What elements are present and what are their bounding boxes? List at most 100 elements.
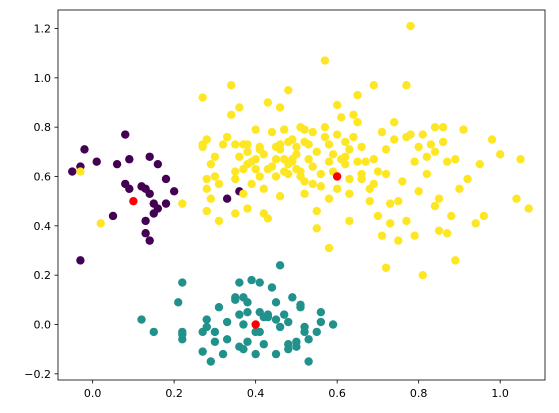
data-point [451,256,460,265]
data-point [243,298,252,307]
data-point [263,214,273,223]
data-point [108,211,118,221]
y-tick-label: 1.2 [34,23,52,36]
data-point [231,174,240,184]
data-point [345,189,354,198]
data-point [426,140,436,149]
data-point [145,152,154,161]
data-point [434,226,444,235]
data-point [304,155,313,164]
data-point [312,206,321,216]
data-point [332,184,342,194]
data-point [418,270,427,280]
data-point [369,179,379,189]
data-point [312,327,321,337]
x-axis: 0.0 0.2 0.4 0.6 0.8 1.0 [84,380,509,400]
data-point [255,172,264,181]
data-point [381,169,391,179]
data-point [332,130,342,139]
data-point [328,320,338,329]
data-point [288,135,297,144]
data-point [381,145,391,154]
data-point [243,140,252,149]
data-point [357,142,366,152]
centroid-point [332,172,342,181]
data-point [239,320,248,329]
data-point [125,184,134,194]
data-point [442,229,452,238]
data-point [271,349,281,359]
data-point [300,125,309,134]
data-point [251,155,260,164]
y-tick-label: 0.2 [34,269,52,282]
data-point [365,196,374,206]
data-point [239,189,248,198]
data-point [198,93,207,102]
data-point [414,187,423,196]
data-point [373,167,383,176]
data-point [267,283,277,292]
data-point [235,152,244,161]
data-point [178,199,187,208]
y-axis: −0.2 0.0 0.2 0.4 0.6 0.8 1.0 1.2 [24,23,58,381]
data-point [137,315,146,324]
data-point [324,243,334,253]
data-point [222,317,232,327]
data-point [206,357,216,366]
data-point [337,113,346,122]
data-point [304,357,313,366]
data-point [345,216,354,226]
data-point [381,263,391,272]
data-point [312,224,321,233]
data-point [141,229,150,238]
data-point [210,172,220,181]
data-point [292,142,301,152]
data-point [206,159,216,169]
data-point [308,127,317,137]
data-point [198,142,207,152]
data-point [202,184,211,194]
data-point [349,110,358,120]
data-point [214,179,224,189]
data-point [438,122,448,132]
data-point [202,206,211,216]
y-tick-label: 0.8 [34,121,52,134]
data-point [202,135,211,144]
data-point [304,335,313,344]
data-point [422,152,432,161]
data-point [316,182,326,191]
data-point [251,349,260,359]
data-point [231,140,240,149]
data-point [402,81,411,90]
data-point [341,152,350,161]
data-point [288,157,297,166]
data-point [239,344,248,354]
data-point [288,293,297,302]
data-point [475,159,484,169]
data-point [267,127,277,137]
data-point [394,236,403,245]
data-point [80,145,89,154]
data-point [430,122,440,132]
data-point [259,150,268,159]
data-point [455,184,464,194]
data-point [279,310,289,319]
data-point [275,140,285,149]
data-point [255,327,264,337]
data-point [174,298,183,307]
data-point [275,192,285,201]
data-point [68,167,77,176]
data-point [161,199,171,208]
data-point [178,278,187,287]
data-point [243,147,252,157]
data-point [390,135,399,144]
data-point [430,201,440,211]
data-point [296,167,305,176]
data-point [284,169,293,179]
data-point [447,211,456,221]
data-point [96,219,105,228]
data-point [434,194,444,203]
data-point [76,167,85,176]
data-point [227,81,236,90]
